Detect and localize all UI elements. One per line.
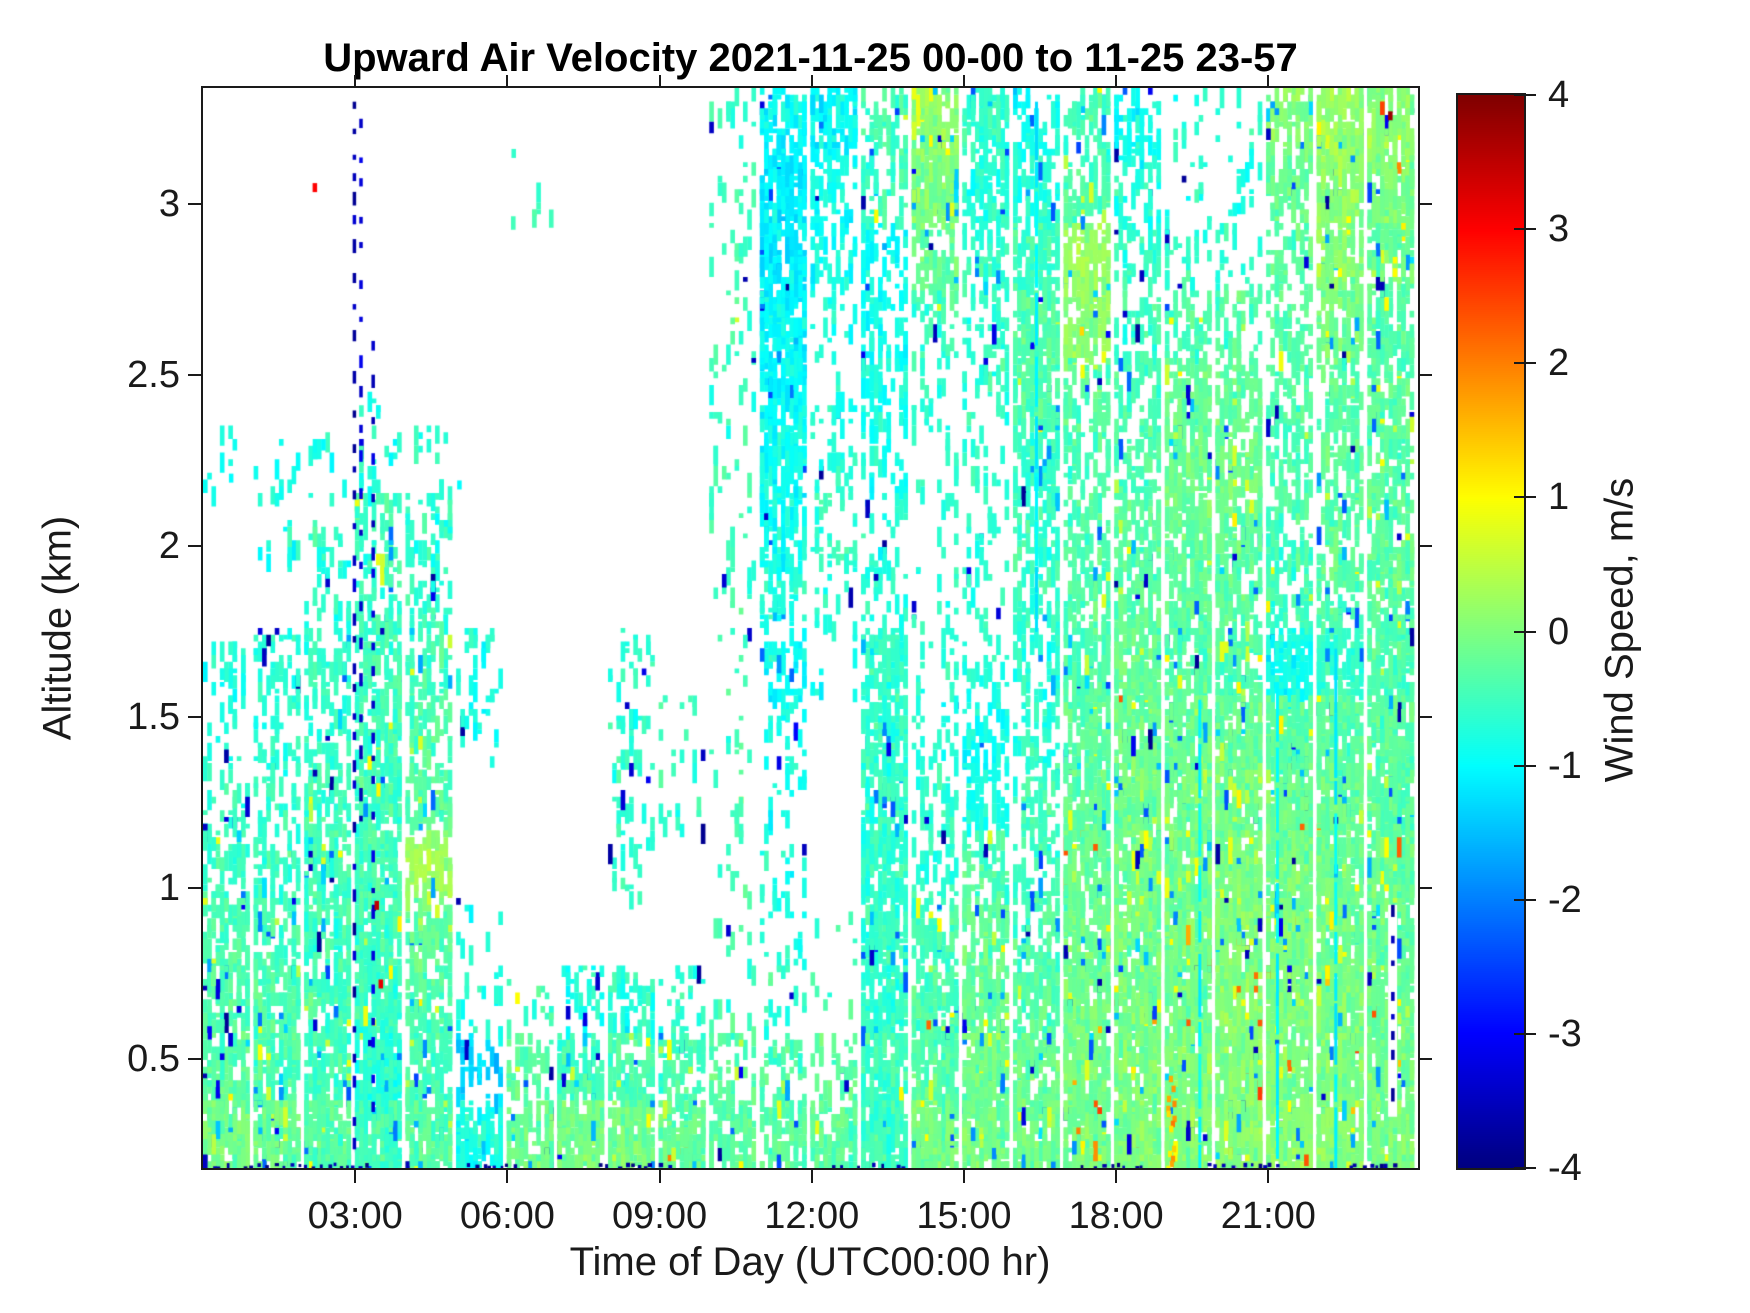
y-tick-label: 1 bbox=[158, 866, 180, 909]
y-tick-label: 0.5 bbox=[127, 1037, 180, 1080]
y-right-tick-mark bbox=[1420, 715, 1432, 718]
x-tick-mark bbox=[506, 1170, 509, 1183]
y-tick-mark bbox=[188, 374, 201, 377]
y-right-tick-mark bbox=[1420, 544, 1432, 547]
x-tick-mark bbox=[810, 1170, 813, 1183]
colorbar-tick-mark bbox=[1514, 496, 1536, 499]
colorbar-tick-mark bbox=[1514, 898, 1536, 901]
x-tick-mark bbox=[354, 1170, 357, 1183]
x-top-tick-mark bbox=[1267, 75, 1270, 86]
x-top-tick-mark bbox=[962, 75, 965, 86]
colorbar-tick-mark bbox=[1514, 1167, 1536, 1169]
x-top-tick-mark bbox=[810, 75, 813, 86]
x-tick-label: 15:00 bbox=[916, 1195, 1012, 1237]
x-tick-label: 03:00 bbox=[307, 1195, 403, 1237]
y-right-tick-mark bbox=[1420, 1057, 1432, 1060]
x-top-tick-mark bbox=[354, 75, 357, 86]
colorbar-tick-mark bbox=[1514, 630, 1536, 633]
colorbar-tick-label: -3 bbox=[1548, 1012, 1582, 1055]
x-tick-label: 18:00 bbox=[1068, 1195, 1164, 1237]
colorbar-tick-label: -4 bbox=[1548, 1147, 1582, 1189]
colorbar-tick-label: 3 bbox=[1548, 208, 1570, 251]
y-tick-mark bbox=[188, 203, 201, 206]
y-tick-mark bbox=[188, 544, 201, 547]
colorbar-tick-mark bbox=[1514, 94, 1536, 96]
heatmap-canvas bbox=[203, 88, 1418, 1168]
chart-title: Upward Air Velocity 2021-11-25 00-00 to … bbox=[323, 36, 1298, 80]
colorbar-tick-label: 2 bbox=[1548, 342, 1570, 385]
x-tick-label: 12:00 bbox=[764, 1195, 860, 1237]
y-right-tick-mark bbox=[1420, 374, 1432, 377]
x-tick-mark bbox=[1115, 1170, 1118, 1183]
x-tick-label: 06:00 bbox=[459, 1195, 555, 1237]
colorbar-tick-label: -2 bbox=[1548, 878, 1582, 921]
x-top-tick-mark bbox=[1115, 75, 1118, 86]
colorbar-tick-label: 0 bbox=[1548, 610, 1570, 653]
y-right-tick-mark bbox=[1420, 203, 1432, 206]
y-right-tick-mark bbox=[1420, 886, 1432, 889]
x-top-tick-mark bbox=[506, 75, 509, 86]
x-top-tick-mark bbox=[658, 75, 661, 86]
colorbar-tick-mark bbox=[1514, 362, 1536, 365]
y-tick-mark bbox=[188, 886, 201, 889]
y-tick-label: 1.5 bbox=[127, 695, 180, 738]
colorbar-tick-mark bbox=[1514, 1032, 1536, 1035]
colorbar-tick-mark bbox=[1514, 764, 1536, 767]
y-tick-mark bbox=[188, 1057, 201, 1060]
colorbar-tick-mark bbox=[1514, 228, 1536, 231]
x-tick-label: 09:00 bbox=[612, 1195, 708, 1237]
colorbar-tick-label: -1 bbox=[1548, 744, 1582, 787]
colorbar-label: Wind Speed, m/s bbox=[1597, 477, 1642, 783]
y-axis-label: Altitude (km) bbox=[35, 515, 80, 741]
y-tick-label: 2.5 bbox=[127, 354, 180, 397]
y-tick-mark bbox=[188, 715, 201, 718]
x-tick-mark bbox=[658, 1170, 661, 1183]
colorbar-tick-label: 1 bbox=[1548, 476, 1570, 519]
y-tick-label: 2 bbox=[158, 524, 180, 567]
x-tick-label: 21:00 bbox=[1220, 1195, 1316, 1237]
x-axis-label: Time of Day (UTC00:00 hr) bbox=[569, 1240, 1051, 1284]
colorbar-tick-label: 4 bbox=[1548, 74, 1570, 116]
x-tick-mark bbox=[962, 1170, 965, 1183]
colorbar-gradient bbox=[1458, 95, 1524, 1168]
y-tick-label: 3 bbox=[158, 183, 180, 226]
x-tick-mark bbox=[1267, 1170, 1270, 1183]
